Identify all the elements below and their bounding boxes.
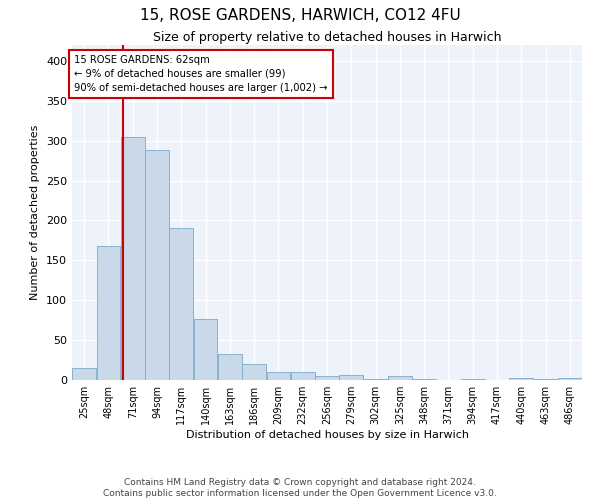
Bar — [145, 150, 169, 380]
Bar — [72, 368, 96, 380]
Y-axis label: Number of detached properties: Number of detached properties — [31, 125, 40, 300]
Bar — [266, 372, 290, 380]
Text: Contains HM Land Registry data © Crown copyright and database right 2024.
Contai: Contains HM Land Registry data © Crown c… — [103, 478, 497, 498]
Title: Size of property relative to detached houses in Harwich: Size of property relative to detached ho… — [153, 31, 501, 44]
X-axis label: Distribution of detached houses by size in Harwich: Distribution of detached houses by size … — [185, 430, 469, 440]
Bar — [291, 372, 314, 380]
Bar — [340, 375, 363, 380]
Bar — [364, 379, 388, 380]
Bar — [121, 136, 145, 380]
Bar — [388, 376, 412, 380]
Bar — [412, 379, 436, 380]
Bar — [242, 364, 266, 380]
Text: 15 ROSE GARDENS: 62sqm
← 9% of detached houses are smaller (99)
90% of semi-deta: 15 ROSE GARDENS: 62sqm ← 9% of detached … — [74, 54, 328, 92]
Bar — [558, 378, 582, 380]
Bar — [169, 228, 193, 380]
Bar — [97, 246, 121, 380]
Bar — [461, 379, 485, 380]
Bar — [509, 378, 533, 380]
Bar — [315, 376, 339, 380]
Text: 15, ROSE GARDENS, HARWICH, CO12 4FU: 15, ROSE GARDENS, HARWICH, CO12 4FU — [140, 8, 460, 22]
Bar — [194, 320, 217, 380]
Bar — [533, 379, 557, 380]
Bar — [218, 354, 242, 380]
